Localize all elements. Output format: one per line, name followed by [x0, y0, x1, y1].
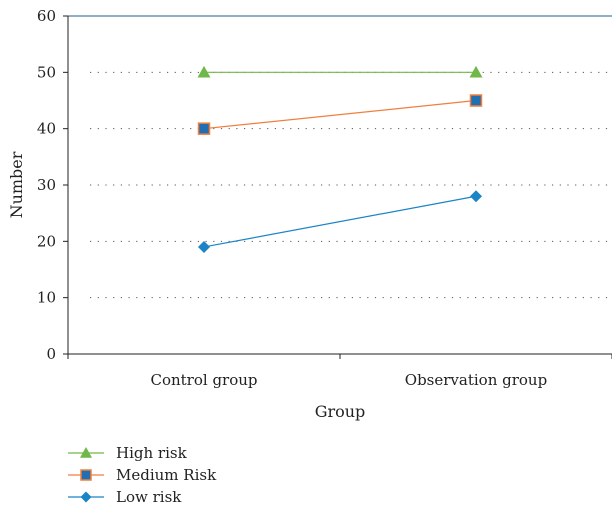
x-tick-label: Observation group: [405, 371, 547, 389]
data-point: [469, 65, 483, 78]
legend-label: Low risk: [116, 488, 182, 506]
y-tick-label: 20: [37, 232, 56, 250]
y-tick-label: 40: [37, 120, 56, 138]
legend-item-low-risk: Low risk: [68, 488, 182, 506]
y-tick-label: 30: [37, 176, 56, 194]
series-group: [197, 65, 483, 253]
legend-marker: [80, 491, 92, 503]
data-point: [197, 65, 211, 78]
y-tick-labels: 0 10 20 30 40 50 60: [37, 7, 56, 363]
series-line: [203, 195, 477, 248]
data-point: [198, 240, 210, 253]
series-high-risk: [197, 65, 483, 78]
x-tick-labels: Control group Observation group: [150, 371, 547, 389]
legend: High risk Medium Risk Low risk: [68, 444, 217, 506]
gridlines: [90, 71, 612, 299]
legend-marker: [80, 469, 92, 481]
x-axis-title: Group: [315, 402, 366, 421]
series-medium-risk: [197, 94, 483, 135]
legend-item-medium-risk: Medium Risk: [68, 466, 217, 484]
data-point: [470, 190, 482, 203]
y-axis-title: Number: [7, 151, 26, 218]
x-tick-label: Control group: [150, 371, 257, 389]
legend-item-high-risk: High risk: [68, 444, 188, 462]
y-tick-label: 10: [37, 289, 56, 307]
axes: [63, 15, 612, 359]
legend-marker: [80, 447, 92, 458]
series-low-risk: [198, 190, 482, 253]
y-tick-label: 50: [37, 63, 56, 81]
data-point: [469, 94, 483, 107]
y-tick-label: 60: [37, 7, 56, 25]
data-point: [197, 122, 211, 135]
legend-label: Medium Risk: [116, 466, 217, 484]
series-line: [203, 99, 477, 130]
y-tick-label: 0: [46, 345, 56, 363]
legend-label: High risk: [116, 444, 188, 462]
